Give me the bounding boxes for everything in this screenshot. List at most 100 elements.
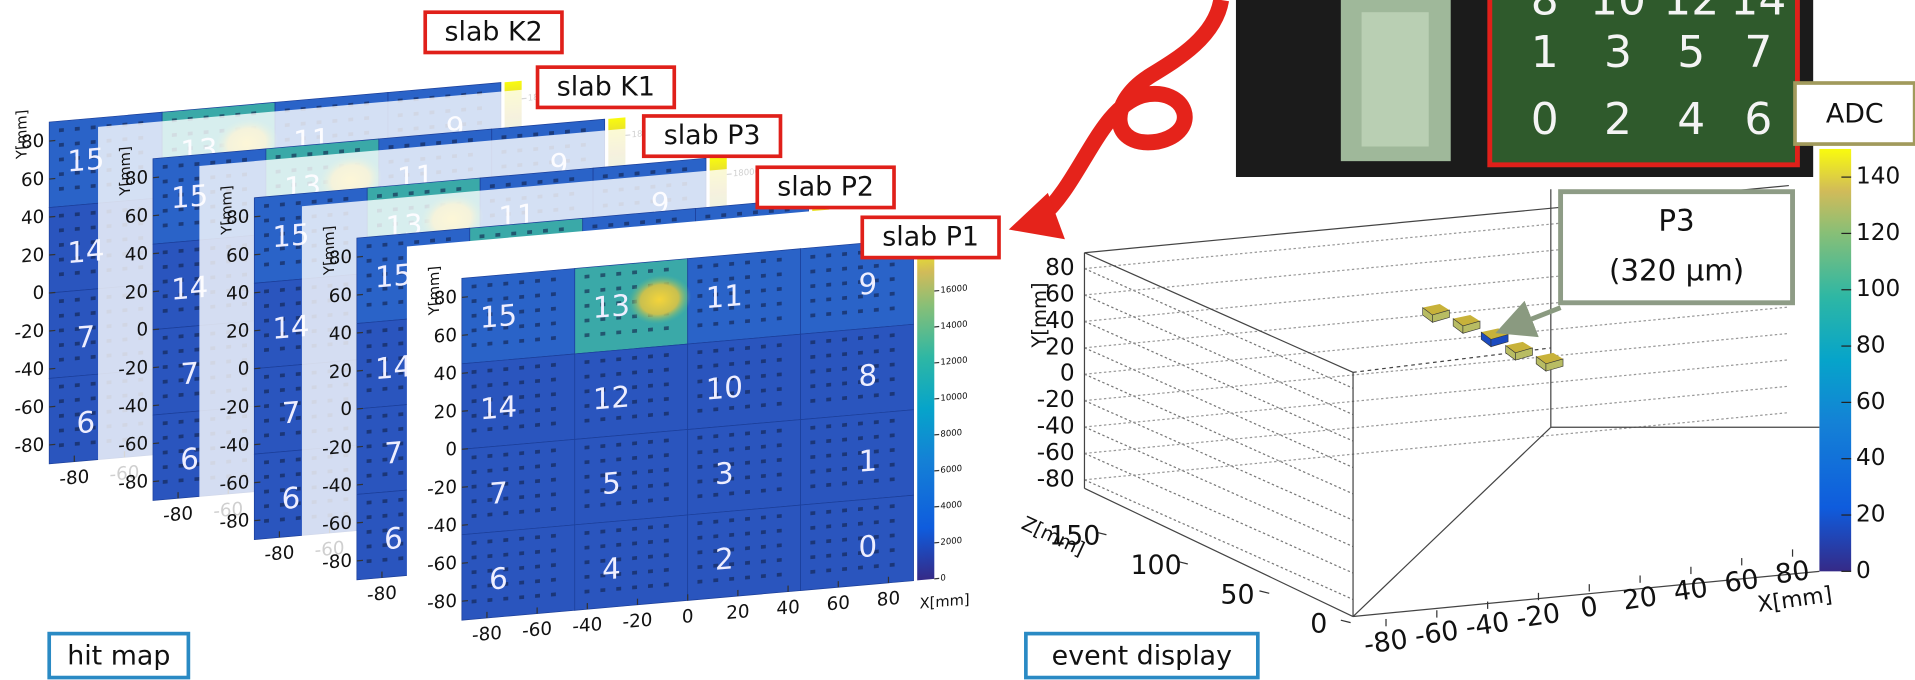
pixel [697, 479, 703, 484]
pixel [745, 360, 750, 365]
pixel [569, 177, 575, 182]
pixel [178, 449, 184, 454]
slab-label: slab P2 [777, 172, 874, 203]
pixel [760, 344, 766, 349]
pixel [487, 539, 493, 544]
pixel [616, 371, 622, 376]
pixel [760, 574, 766, 579]
pixel [311, 199, 317, 204]
pixel [535, 322, 540, 327]
pixel [194, 276, 200, 281]
pixel [550, 406, 556, 411]
pixel [471, 284, 477, 289]
pixel [648, 569, 653, 574]
pixel [600, 417, 606, 422]
pixel [58, 384, 64, 389]
pixel [826, 397, 832, 402]
pixel [242, 157, 247, 162]
pixel [826, 539, 832, 544]
pixel [632, 385, 638, 390]
pixel [810, 484, 816, 489]
pixel [873, 307, 879, 312]
y-tick [461, 296, 468, 298]
pixel [729, 491, 735, 496]
pixel [810, 298, 816, 303]
pixel [737, 211, 743, 216]
pixel [543, 228, 548, 233]
pixel [648, 369, 653, 374]
x-tick-label: 60 [827, 592, 850, 615]
pixel [760, 303, 766, 308]
pixel [713, 578, 719, 583]
grid-line [1084, 347, 1354, 468]
pixel [162, 350, 168, 355]
x-tick-label: -80 [264, 542, 294, 566]
pixel [382, 372, 388, 377]
y-tick-label: -80 [322, 550, 352, 574]
pixel [760, 559, 766, 564]
z-tick-label: 150 [1049, 521, 1100, 552]
pixel [713, 263, 719, 268]
pixel [424, 189, 430, 194]
pixel [760, 488, 766, 493]
pixel [584, 418, 590, 423]
pixel [663, 553, 669, 558]
pixel [873, 293, 879, 298]
photo-chip-number: 3 [1604, 27, 1632, 78]
pixel [729, 462, 735, 467]
pixel [889, 377, 895, 382]
pixel [889, 448, 895, 453]
pixel [162, 208, 168, 213]
pixel [194, 247, 200, 252]
pixel [471, 599, 477, 604]
pixel [858, 450, 863, 455]
pixel [398, 426, 404, 431]
pixel [776, 528, 782, 533]
pixel [616, 286, 622, 291]
pixel [745, 375, 750, 380]
pixel [729, 391, 735, 396]
pixel [519, 565, 525, 570]
pixel [745, 304, 750, 309]
y-tick [152, 480, 160, 483]
pixel [760, 273, 766, 278]
pixel [382, 528, 388, 533]
pixel [753, 210, 758, 215]
pixel [760, 544, 766, 549]
chip-cell [687, 504, 801, 601]
pixel [487, 326, 493, 332]
pixel [889, 262, 895, 267]
colorbar-tick-label: 2000 [940, 536, 962, 548]
y-tick-label: 20 [21, 244, 44, 267]
pixel [616, 442, 622, 447]
pixel [366, 302, 372, 307]
pixel [713, 478, 719, 483]
pixel [366, 258, 372, 263]
pixel [519, 280, 525, 285]
pixel [584, 303, 590, 308]
pixel [842, 281, 848, 286]
chip-cell [687, 248, 801, 345]
pixel [776, 457, 782, 462]
pixel [558, 227, 564, 232]
pixel [713, 407, 719, 412]
pixel [178, 192, 184, 197]
pixel [382, 472, 388, 477]
chip-number: 7 [384, 435, 403, 471]
pixel [264, 333, 269, 338]
pixel [519, 536, 525, 541]
pixel [889, 433, 895, 438]
y-tick [461, 486, 468, 488]
pixel [535, 393, 540, 398]
y-tick-label: 20 [1045, 333, 1075, 360]
y-tick-label: -40 [1037, 412, 1075, 439]
pixel [632, 470, 638, 475]
pixel [162, 264, 168, 269]
pixel [471, 399, 477, 404]
pixel [584, 359, 590, 365]
pixel [842, 310, 848, 315]
y-tick [49, 253, 56, 256]
y-tick-label: -20 [118, 357, 148, 381]
pixel [873, 378, 879, 383]
pixel [279, 417, 285, 422]
